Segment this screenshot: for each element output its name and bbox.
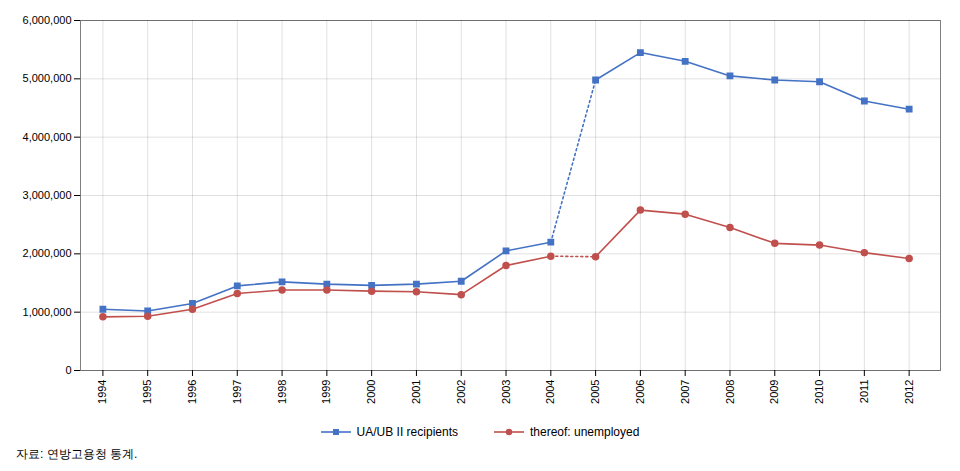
svg-text:2008: 2008	[723, 380, 735, 404]
svg-text:1998: 1998	[276, 380, 288, 404]
html-text:thereof: unemployed: thereof: unemployed	[530, 425, 640, 439]
svg-text:2011: 2011	[858, 380, 870, 404]
svg-text:2,000,000: 2,000,000	[23, 247, 72, 259]
svg-text:4,000,000: 4,000,000	[23, 131, 72, 143]
svg-text:2010: 2010	[813, 380, 825, 404]
svg-text:2007: 2007	[679, 380, 691, 404]
svg-text:1999: 1999	[320, 380, 332, 404]
svg-text:1,000,000: 1,000,000	[23, 306, 72, 318]
svg-text:2006: 2006	[634, 380, 646, 404]
svg-text:2005: 2005	[589, 380, 601, 404]
svg-text:1996: 1996	[186, 380, 198, 404]
html-text:UA/UB II recipients: UA/UB II recipients	[356, 425, 458, 439]
svg-text:5,000,000: 5,000,000	[23, 72, 72, 84]
svg-text:2000: 2000	[365, 380, 377, 404]
svg-text:2009: 2009	[768, 380, 780, 404]
svg-text:2001: 2001	[410, 380, 422, 404]
svg-text:2003: 2003	[500, 380, 512, 404]
svg-text:6,000,000: 6,000,000	[23, 14, 72, 26]
svg-text:3,000,000: 3,000,000	[23, 189, 72, 201]
svg-text:2012: 2012	[903, 380, 915, 404]
svg-text:2002: 2002	[455, 380, 467, 404]
svg-text:1994: 1994	[96, 380, 108, 404]
html-text:자료: 연방고용청 통계.: 자료: 연방고용청 통계.	[16, 447, 138, 461]
svg-text:2004: 2004	[544, 380, 556, 404]
svg-text:1997: 1997	[231, 380, 243, 404]
svg-text:1995: 1995	[141, 380, 153, 404]
svg-text:0: 0	[65, 364, 71, 376]
